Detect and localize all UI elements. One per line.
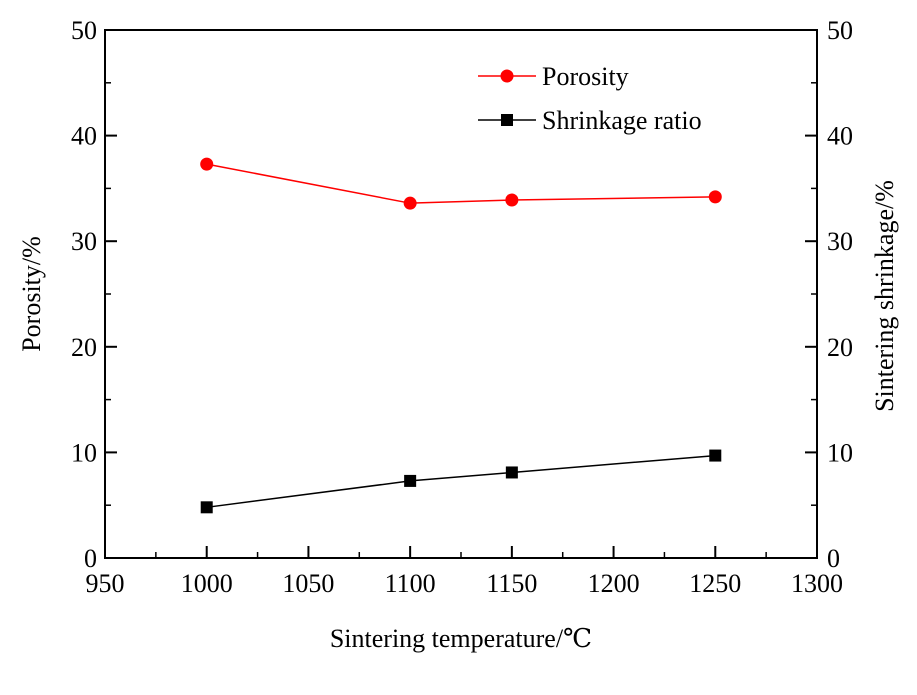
y-left-tick-label: 20 bbox=[71, 333, 97, 362]
x-tick-label: 1050 bbox=[282, 569, 334, 598]
y-axis-title-right: Sintering shrinkage/% bbox=[870, 180, 899, 412]
shrinkage-ratio-point bbox=[200, 501, 213, 514]
x-tick-label: 1200 bbox=[588, 569, 640, 598]
y-axis-title-left: Porosity/% bbox=[17, 236, 46, 352]
x-tick-label: 1000 bbox=[181, 569, 233, 598]
x-axis-title: Sintering temperature/℃ bbox=[330, 624, 592, 653]
legend-shrinkage-marker bbox=[501, 114, 513, 126]
y-right-tick-label: 30 bbox=[827, 227, 853, 256]
y-right-tick-label: 40 bbox=[827, 122, 853, 151]
porosity-point bbox=[505, 193, 519, 207]
porosity-point bbox=[200, 157, 214, 171]
y-left-tick-label: 10 bbox=[71, 438, 97, 467]
x-tick-label: 1100 bbox=[385, 569, 436, 598]
x-tick-label: 1250 bbox=[689, 569, 741, 598]
y-left-tick-label: 30 bbox=[71, 227, 97, 256]
ticks-layer: 950 1000 1050 1100 1150 1200 1250 1300010203040… bbox=[71, 16, 853, 598]
y-left-tick-label: 50 bbox=[71, 16, 97, 45]
legend: Porosity Shrinkage ratio bbox=[478, 62, 702, 135]
y-right-tick-label: 0 bbox=[827, 544, 840, 573]
shrinkage-ratio-point bbox=[404, 474, 417, 487]
shrinkage-ratio-point bbox=[505, 466, 518, 479]
y-left-tick-label: 0 bbox=[84, 544, 97, 573]
porosity-line bbox=[206, 163, 716, 204]
legend-shrinkage-label: Shrinkage ratio bbox=[542, 106, 702, 135]
x-tick-label: 950 bbox=[86, 569, 125, 598]
x-tick-label: 1300 bbox=[791, 569, 843, 598]
y-right-tick-label: 10 bbox=[827, 438, 853, 467]
legend-porosity-label: Porosity bbox=[542, 62, 629, 91]
series-layer bbox=[200, 157, 722, 514]
legend-porosity-marker bbox=[500, 69, 514, 83]
y-right-tick-label: 20 bbox=[827, 333, 853, 362]
shrinkage-ratio-line bbox=[206, 454, 716, 509]
porosity-point bbox=[708, 190, 722, 204]
x-tick-label: 1150 bbox=[486, 569, 537, 598]
porosity-point bbox=[403, 196, 417, 210]
plot-frame bbox=[104, 29, 818, 559]
y-left-tick-label: 40 bbox=[71, 122, 97, 151]
y-right-tick-label: 50 bbox=[827, 16, 853, 45]
shrinkage-ratio-point bbox=[709, 449, 722, 462]
